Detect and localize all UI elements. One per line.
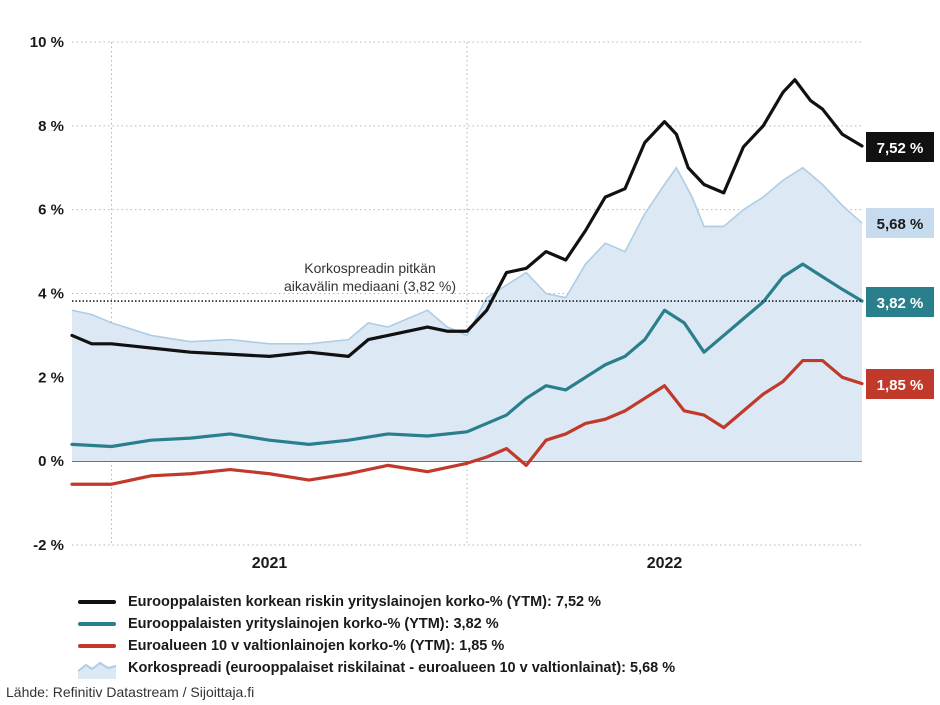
- legend-item-spread: Korkospreadi (eurooppalaiset riskilainat…: [76, 657, 675, 679]
- y-tick-label: 2 %: [38, 369, 64, 386]
- x-axis: 2021 2022: [252, 555, 683, 572]
- end-label-box: [866, 287, 934, 317]
- end-labels: 7,52 % 5,68 % 3,82 % 1,85 %: [866, 132, 934, 399]
- end-label: 7,52 %: [866, 132, 934, 162]
- end-label-text: 3,82 %: [877, 295, 924, 312]
- median-line: Korkospreadin pitkän aikavälin mediaani (…: [72, 260, 862, 302]
- series-lines: [70, 78, 864, 486]
- legend-swatch: [76, 657, 118, 679]
- legend-item-high-yield: Eurooppalaisten korkean riskin yrityslai…: [76, 591, 675, 613]
- spread-area-fill: [72, 167, 862, 462]
- median-label-line1: Korkospreadin pitkän: [304, 260, 436, 276]
- y-tick-label: 6 %: [38, 202, 64, 219]
- end-label-box: [866, 132, 934, 162]
- legend: Eurooppalaisten korkean riskin yrityslai…: [76, 591, 675, 679]
- end-label-text: 7,52 %: [877, 140, 924, 157]
- legend-label: Euroalueen 10 v valtionlainojen korko-% …: [128, 638, 505, 654]
- legend-item-govt: Euroalueen 10 v valtionlainojen korko-% …: [76, 635, 675, 657]
- y-tick-label: 10 %: [30, 34, 64, 51]
- end-label-box: [866, 208, 934, 238]
- end-label: 1,85 %: [866, 369, 934, 399]
- x-tick-label: 2021: [252, 555, 288, 572]
- end-label-text: 1,85 %: [877, 377, 924, 394]
- legend-swatch: [76, 591, 118, 613]
- govt-bond-line: [70, 358, 864, 486]
- x-tick-label: 2022: [647, 555, 683, 572]
- legend-swatch: [76, 635, 118, 657]
- legend-item-corporate: Eurooppalaisten yrityslainojen korko-% (…: [76, 613, 675, 635]
- end-label-box: [866, 369, 934, 399]
- high-yield-line: [70, 78, 864, 358]
- legend-label: Eurooppalaisten yrityslainojen korko-% (…: [128, 616, 499, 632]
- legend-label: Eurooppalaisten korkean riskin yrityslai…: [128, 594, 601, 610]
- end-label-text: 5,68 %: [877, 216, 924, 233]
- median-label-line2: aikavälin mediaani (3,82 %): [284, 278, 456, 294]
- spread-area-line: [71, 166, 863, 345]
- y-tick-label: 0 %: [38, 453, 64, 470]
- legend-swatch: [76, 613, 118, 635]
- y-tick-label: 8 %: [38, 118, 64, 135]
- corporate-line: [70, 262, 864, 449]
- y-axis: -2 % 0 % 2 % 4 % 6 % 8 % 10 %: [30, 34, 64, 554]
- legend-label: Korkospreadi (eurooppalaiset riskilainat…: [128, 660, 676, 676]
- spread-area: [71, 166, 863, 462]
- end-label: 5,68 %: [866, 208, 934, 238]
- end-label: 3,82 %: [866, 287, 934, 317]
- line-chart: Korkospreadin pitkän aikavälin mediaani (…: [30, 34, 934, 572]
- y-tick-label: -2 %: [33, 537, 64, 554]
- source-note: Lähde: Refinitiv Datastream / Sijoittaja…: [6, 684, 255, 700]
- y-tick-label: 4 %: [38, 286, 64, 303]
